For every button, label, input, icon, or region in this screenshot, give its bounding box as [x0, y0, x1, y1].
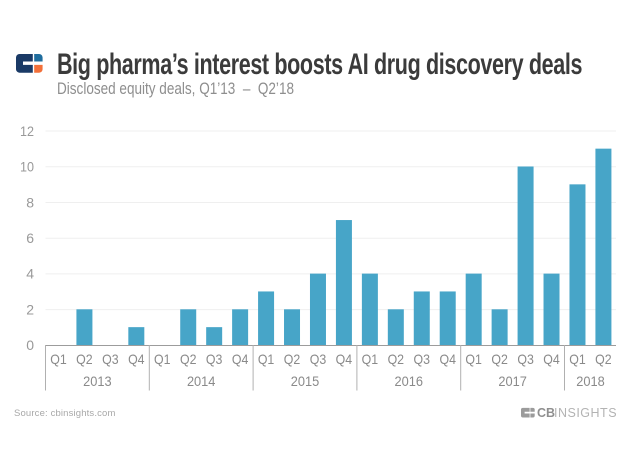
- svg-text:Q2: Q2: [595, 351, 612, 367]
- svg-text:2014: 2014: [187, 373, 216, 389]
- svg-text:Q1: Q1: [258, 351, 275, 367]
- svg-text:2017: 2017: [498, 373, 527, 389]
- svg-text:Q2: Q2: [491, 351, 508, 367]
- svg-text:Q4: Q4: [439, 351, 456, 367]
- svg-text:Q3: Q3: [310, 351, 327, 367]
- svg-text:Q3: Q3: [206, 351, 223, 367]
- svg-text:Q3: Q3: [414, 351, 431, 367]
- svg-text:10: 10: [20, 159, 34, 175]
- svg-text:Q1: Q1: [465, 351, 482, 367]
- svg-text:6: 6: [26, 230, 34, 246]
- svg-text:Q4: Q4: [336, 351, 353, 367]
- svg-text:4: 4: [26, 266, 34, 282]
- svg-text:Q1: Q1: [362, 351, 379, 367]
- svg-text:0: 0: [26, 337, 34, 353]
- svg-text:Q2: Q2: [284, 351, 301, 367]
- svg-text:Q1: Q1: [569, 351, 586, 367]
- svg-text:12: 12: [20, 123, 34, 139]
- svg-text:Q2: Q2: [180, 351, 197, 367]
- svg-text:Q3: Q3: [517, 351, 534, 367]
- svg-text:Q2: Q2: [76, 351, 93, 367]
- svg-text:2018: 2018: [576, 373, 605, 389]
- svg-text:8: 8: [26, 194, 34, 210]
- svg-text:Q2: Q2: [388, 351, 405, 367]
- svg-text:Q3: Q3: [102, 351, 119, 367]
- svg-text:2: 2: [26, 301, 34, 317]
- svg-text:INSIGHTS: INSIGHTS: [554, 407, 617, 418]
- svg-text:Q4: Q4: [128, 351, 145, 367]
- svg-text:Q4: Q4: [543, 351, 560, 367]
- svg-text:2016: 2016: [395, 373, 424, 389]
- svg-text:Q1: Q1: [50, 351, 67, 367]
- svg-text:Q1: Q1: [154, 351, 171, 367]
- svg-text:Q4: Q4: [232, 351, 249, 367]
- svg-text:CB: CB: [537, 407, 555, 418]
- svg-text:2013: 2013: [83, 373, 112, 389]
- svg-text:2015: 2015: [291, 373, 320, 389]
